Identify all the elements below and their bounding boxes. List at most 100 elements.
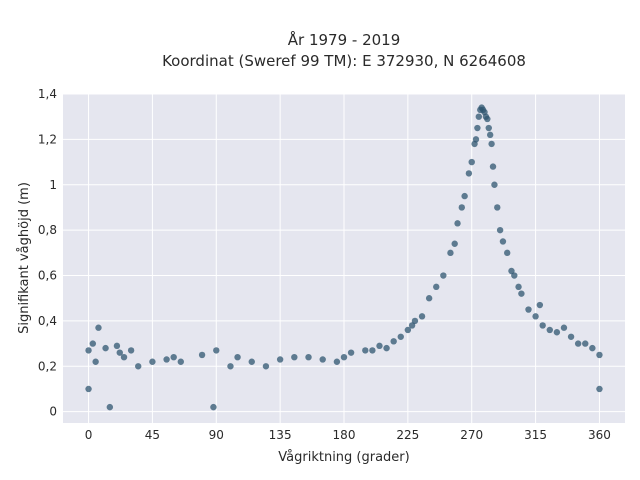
scatter-point xyxy=(89,340,97,347)
x-tick-label: 225 xyxy=(396,428,419,442)
scatter-point xyxy=(511,272,518,279)
scatter-point xyxy=(305,354,312,361)
y-tick-label: 0,8 xyxy=(38,223,57,237)
scatter-point xyxy=(210,403,217,411)
scatter-point xyxy=(518,290,525,297)
scatter-point xyxy=(177,358,184,365)
scatter-point xyxy=(340,354,348,361)
scatter-point xyxy=(127,347,135,354)
grid xyxy=(63,93,625,423)
scatter-point xyxy=(102,344,109,352)
y-tick-label: 1,2 xyxy=(38,132,57,146)
scatter-point xyxy=(499,238,507,245)
tick-labels: 0 45 90 135 180 225 270 315 360 0 0,2 0,4 0,6 0,8 1 1,2… xyxy=(38,87,611,442)
scatter-point xyxy=(319,356,326,363)
scatter-point xyxy=(347,349,355,356)
scatter-point xyxy=(383,344,390,352)
scatter-point xyxy=(170,354,177,361)
scatter-point xyxy=(484,115,491,123)
scatter-point xyxy=(262,363,270,370)
scatter-points xyxy=(85,104,603,411)
scatter-point xyxy=(397,333,404,340)
scatter-point xyxy=(485,124,492,132)
scatter-point xyxy=(486,131,494,139)
scatter-point xyxy=(582,340,589,347)
scatter-point xyxy=(227,363,234,370)
x-tick-label: 90 xyxy=(209,428,224,442)
scatter-point xyxy=(546,326,553,334)
scatter-point xyxy=(411,317,419,325)
scatter-point xyxy=(596,351,603,359)
scatter-point xyxy=(472,136,480,143)
scatter-point xyxy=(474,124,481,132)
scatter-point xyxy=(276,356,284,363)
scatter-point xyxy=(488,140,495,148)
scatter-point xyxy=(536,301,544,309)
scatter-point xyxy=(489,163,497,170)
x-axis-label: Vågriktning (grader) xyxy=(278,450,409,465)
scatter-point xyxy=(553,329,561,336)
scatter-point xyxy=(525,306,532,313)
scatter-point xyxy=(458,204,465,211)
scatter-point xyxy=(390,338,397,345)
scatter-point xyxy=(465,170,473,177)
y-tick-label: 1 xyxy=(49,178,57,192)
scatter-point xyxy=(369,347,376,354)
chart-subtitle: Koordinat (Sweref 99 TM): E 372930, N 62… xyxy=(162,52,526,70)
scatter-point xyxy=(376,342,383,350)
y-tick-label: 0 xyxy=(49,405,57,419)
scatter-point xyxy=(504,249,511,257)
x-tick-label: 360 xyxy=(588,428,611,442)
scatter-point xyxy=(454,220,461,227)
scatter-point xyxy=(120,354,128,361)
scatter-point xyxy=(95,324,102,331)
scatter-point xyxy=(532,313,539,320)
scatter-point xyxy=(333,358,341,365)
scatter-point xyxy=(461,192,468,200)
scatter-point xyxy=(85,347,92,354)
y-tick-label: 1,4 xyxy=(38,87,57,101)
chart-title: År 1979 - 2019 xyxy=(288,30,401,49)
scatter-point xyxy=(213,347,220,354)
scatter-point xyxy=(440,272,447,279)
scatter-point xyxy=(113,342,121,350)
x-tick-label: 270 xyxy=(460,428,483,442)
scatter-point xyxy=(491,181,498,188)
scatter-point xyxy=(560,324,568,331)
y-axis-label: Signifikant våghöjd (m) xyxy=(17,182,32,334)
y-tick-label: 0,2 xyxy=(38,359,57,373)
scatter-point xyxy=(433,283,440,291)
x-tick-label: 0 xyxy=(85,428,93,442)
x-tick-label: 135 xyxy=(269,428,292,442)
scatter-point xyxy=(496,226,504,234)
x-tick-label: 45 xyxy=(145,428,160,442)
scatter-point xyxy=(567,333,575,340)
scatter-point xyxy=(468,158,475,166)
scatter-point xyxy=(362,347,369,354)
scatter-point xyxy=(163,356,170,363)
scatter-point xyxy=(198,351,206,359)
scatter-point xyxy=(248,358,255,365)
scatter-point xyxy=(85,385,92,393)
scatter-point xyxy=(234,354,241,361)
scatter-point xyxy=(149,358,156,365)
scatter-point xyxy=(291,354,298,361)
x-tick-label: 180 xyxy=(333,428,356,442)
scatter-point xyxy=(404,326,412,334)
scatter-point xyxy=(418,313,426,320)
x-tick-label: 315 xyxy=(524,428,547,442)
scatter-point xyxy=(425,295,433,302)
scatter-point xyxy=(135,363,142,370)
y-tick-label: 0,4 xyxy=(38,314,57,328)
scatter-point xyxy=(447,249,454,257)
scatter-point xyxy=(475,113,483,120)
scatter-point xyxy=(494,204,501,211)
y-tick-label: 0,6 xyxy=(38,269,57,283)
scatter-point xyxy=(596,385,603,393)
scatter-point xyxy=(539,322,546,329)
scatter-point xyxy=(589,344,596,352)
scatter-point xyxy=(515,283,522,291)
scatter-point xyxy=(574,340,582,347)
scatter-point xyxy=(116,349,123,356)
